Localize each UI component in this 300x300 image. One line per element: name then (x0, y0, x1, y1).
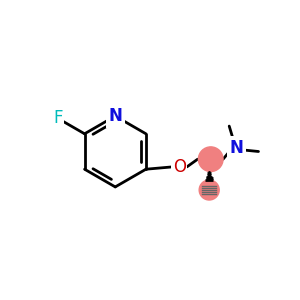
Text: N: N (108, 107, 122, 125)
Text: O: O (173, 158, 186, 176)
Circle shape (199, 180, 219, 200)
Text: F: F (53, 109, 62, 127)
Circle shape (198, 147, 223, 172)
Text: N: N (230, 139, 244, 157)
